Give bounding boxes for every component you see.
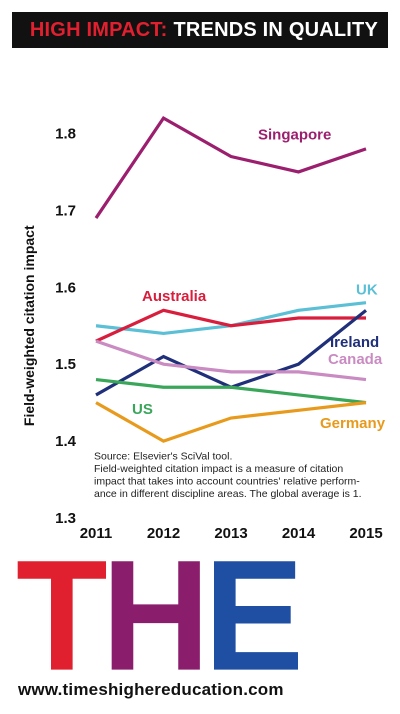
source-note-line: ance in different discipline areas. The … — [94, 488, 362, 500]
y-tick-label: 1.3 — [55, 510, 76, 527]
series-line-singapore — [94, 115, 367, 219]
x-tick-label: 2011 — [80, 525, 113, 542]
series-label-singapore: Singapore — [258, 126, 331, 143]
y-tick-label: 1.5 — [55, 356, 76, 373]
website-url: www.timeshighereducation.com — [18, 680, 284, 699]
x-tick-label: 2012 — [147, 525, 180, 542]
y-axis-label: Field-weighted citation impact — [21, 225, 37, 426]
series-label-germany: Germany — [320, 415, 386, 432]
source-note-line: impact that takes into account countries… — [94, 476, 360, 488]
logo-letter-e: E — [203, 555, 299, 675]
x-tick-label: 2014 — [282, 525, 316, 542]
title-text: TRENDS IN QUALITY — [173, 18, 378, 41]
line-chart: Field-weighted citation impact 1.3 1.4 1.5 1… — [21, 115, 386, 542]
x-tick-label: 2013 — [214, 525, 247, 542]
x-tick-label: 2015 — [349, 525, 382, 542]
series-label-canada: Canada — [328, 351, 383, 368]
series-line-australia — [95, 308, 366, 343]
the-logo: T H E — [16, 555, 298, 675]
series-label-us: US — [132, 401, 153, 418]
y-tick-label: 1.8 — [55, 125, 76, 142]
series-line-germany — [95, 401, 367, 443]
source-note-line: Field-weighted citation impact is a meas… — [94, 463, 343, 475]
title-banner: HIGH IMPACT: TRENDS IN QUALITY — [12, 12, 388, 48]
logo-letter-h: H — [101, 555, 210, 675]
series-line-canada — [95, 339, 367, 382]
source-note-line: Source: Elsevier's SciVal tool. — [94, 451, 232, 463]
title-highlight: HIGH IMPACT: — [29, 18, 168, 41]
series-label-australia: Australia — [142, 288, 207, 305]
y-tick-label: 1.7 — [55, 202, 76, 219]
y-tick-label: 1.4 — [55, 433, 77, 450]
y-tick-label: 1.6 — [55, 279, 76, 296]
logo-letter-t: T — [16, 555, 108, 675]
series-line-us — [95, 377, 367, 405]
series-label-ireland: Ireland — [330, 334, 379, 351]
series-label-uk: UK — [356, 281, 378, 298]
